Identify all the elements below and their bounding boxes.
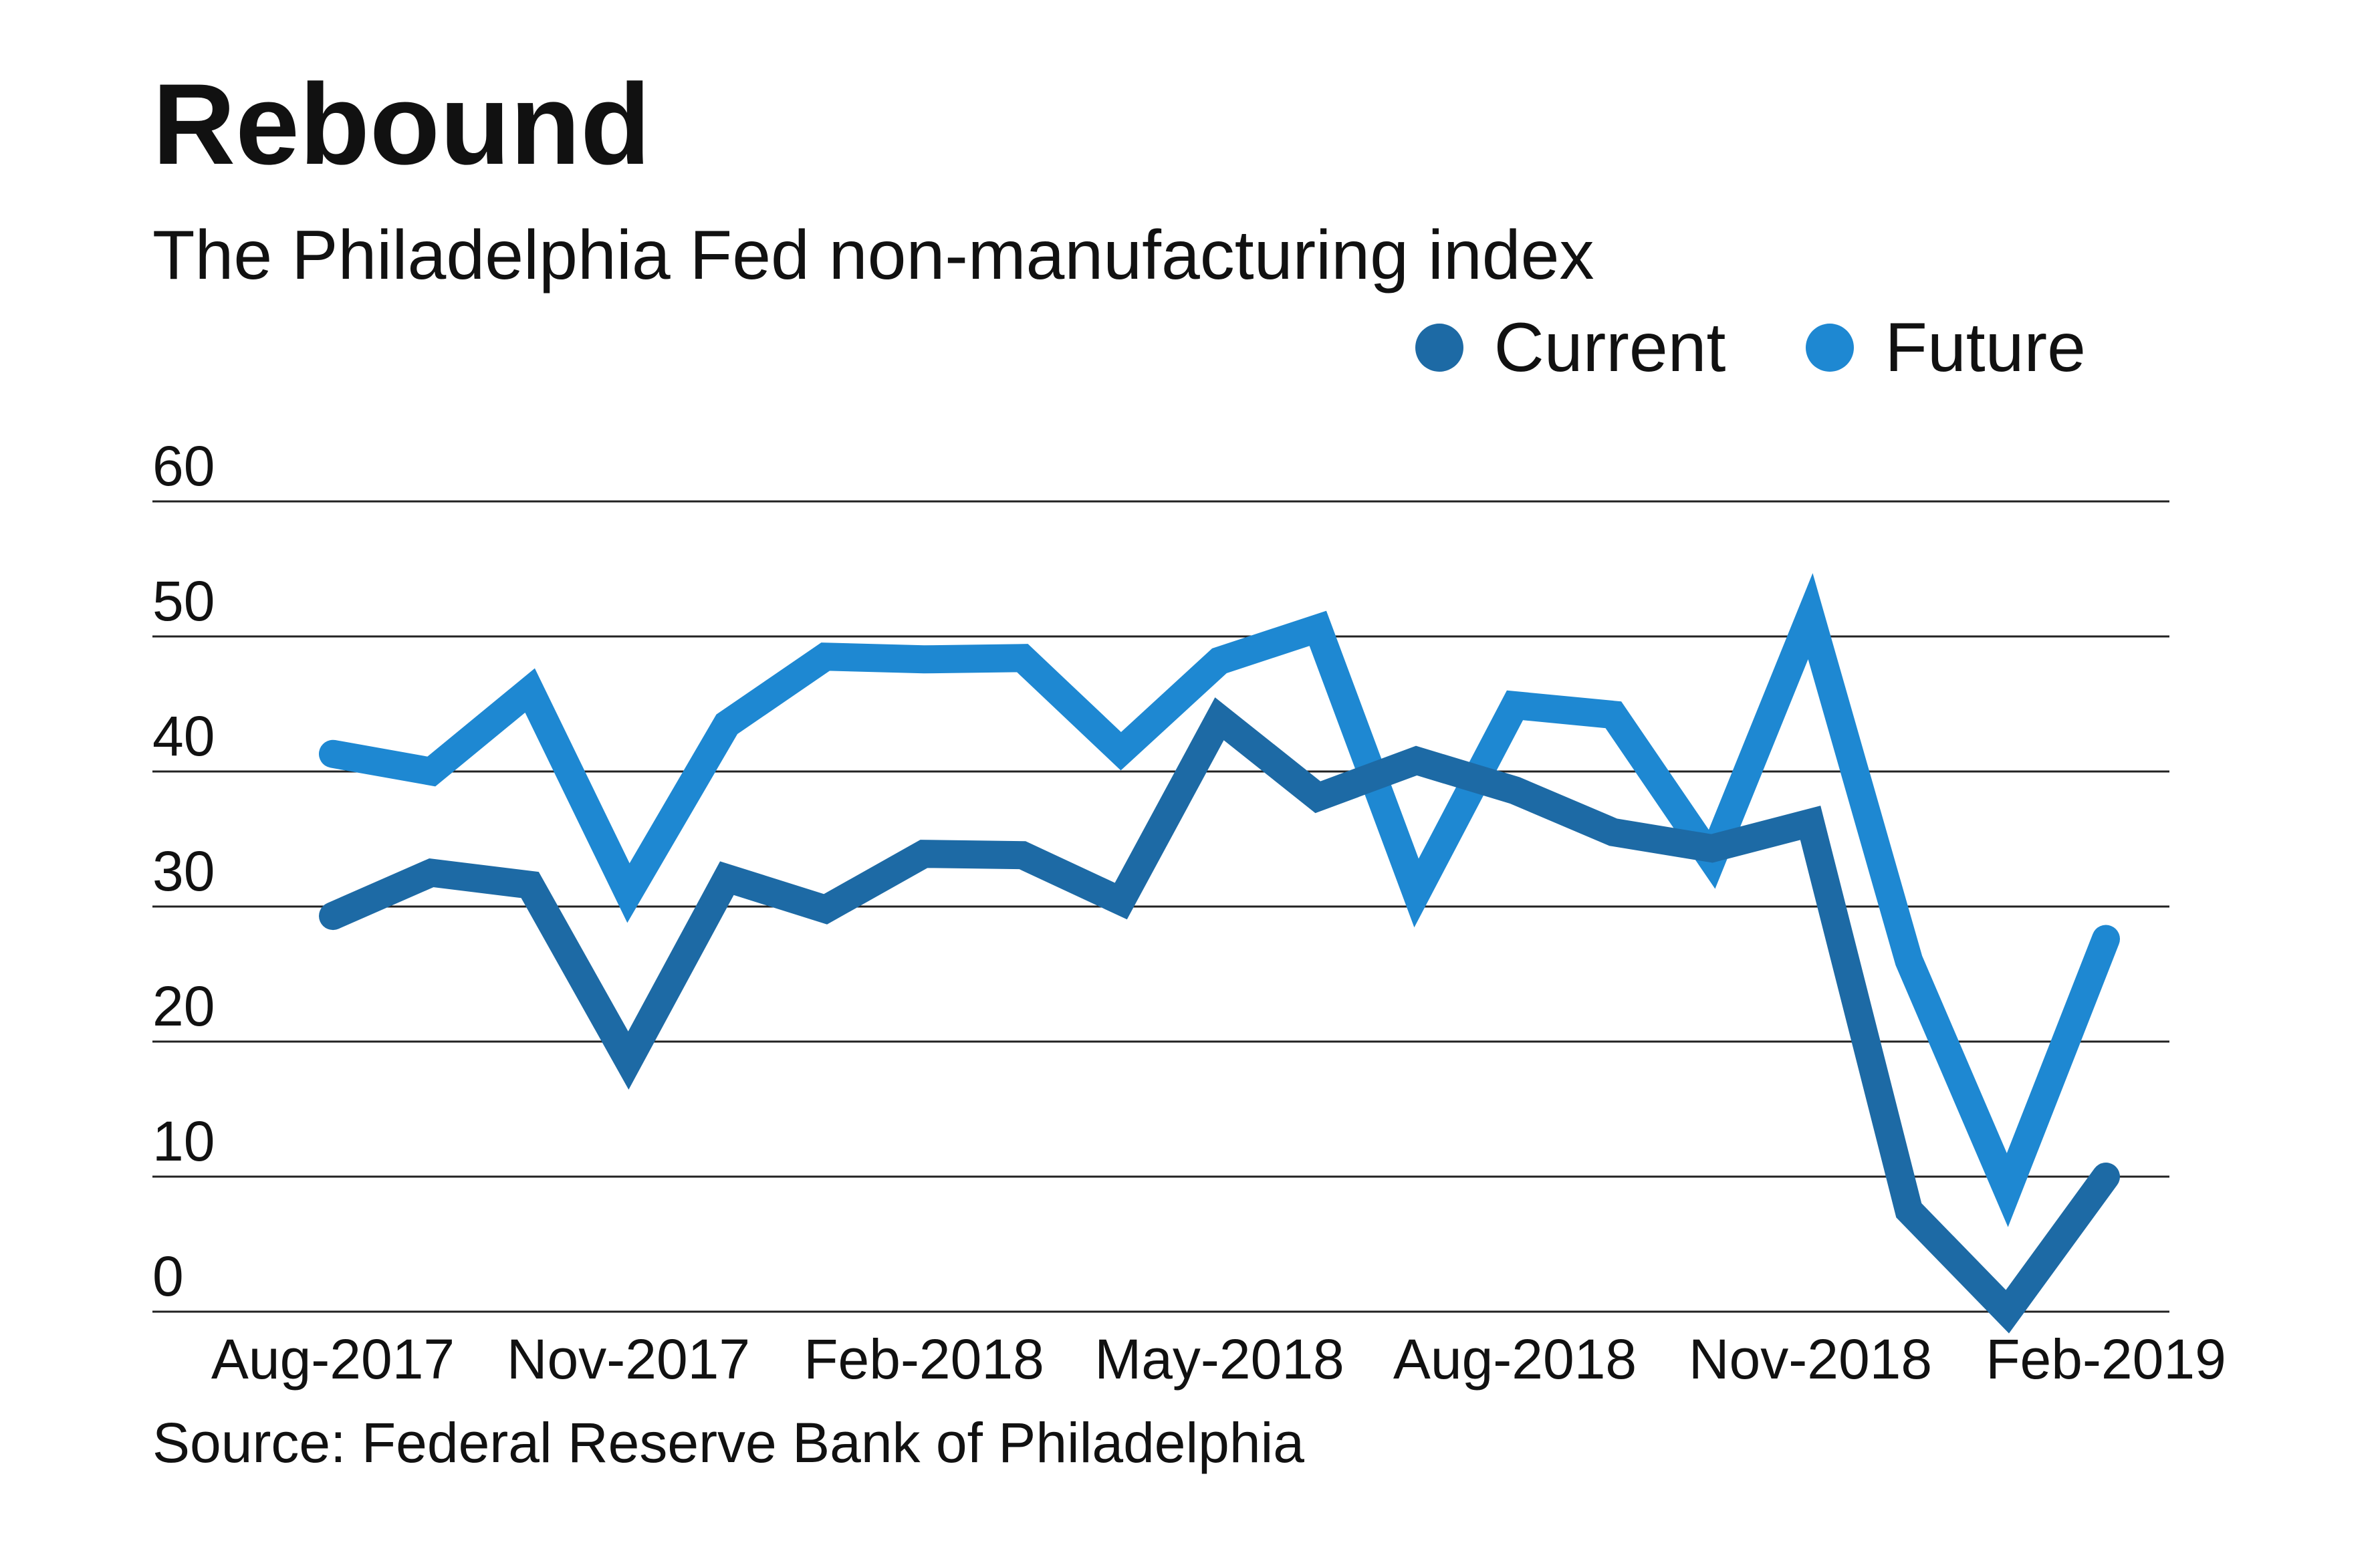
series-lines <box>319 573 2120 1334</box>
legend-item-current: Current <box>1415 313 1726 382</box>
legend: Current Future <box>1335 313 2086 382</box>
legend-item-future: Future <box>1806 313 2086 382</box>
x-axis-tick-labels: Aug-2017 Nov-2017 Feb-2018 May-2018 Aug-2018… <box>211 1328 2226 1391</box>
x-tick-label: Nov-2017 <box>507 1328 750 1391</box>
x-tick-label: Feb-2019 <box>1986 1328 2226 1391</box>
x-tick-label: Aug-2018 <box>1393 1328 1637 1391</box>
legend-label-future: Future <box>1885 309 2086 386</box>
x-tick-label: Nov-2018 <box>1689 1328 1932 1391</box>
chart-subtitle: The Philadelphia Fed non-manufacturing i… <box>152 217 1594 294</box>
y-tick-label: 40 <box>152 705 215 767</box>
legend-swatch-future <box>1806 324 1855 372</box>
legend-swatch-current <box>1415 324 1463 372</box>
y-tick-label: 60 <box>152 435 215 497</box>
y-tick-label: 0 <box>152 1245 184 1308</box>
y-tick-label: 10 <box>152 1110 215 1173</box>
y-tick-label: 30 <box>152 840 215 903</box>
series-line-current <box>319 697 2120 1334</box>
y-axis-tick-labels: 0 10 20 30 40 50 60 <box>152 435 215 1308</box>
gridlines <box>152 500 2169 1313</box>
x-tick-label: Aug-2017 <box>211 1328 455 1391</box>
legend-label-current: Current <box>1494 309 1726 386</box>
series-line-future <box>319 573 2120 1227</box>
y-tick-label: 50 <box>152 570 215 632</box>
x-tick-label: Feb-2018 <box>804 1328 1044 1391</box>
x-tick-label: May-2018 <box>1094 1328 1344 1391</box>
source-note: Source: Federal Reserve Bank of Philadel… <box>152 1411 1304 1474</box>
chart-title: Rebound <box>152 60 651 189</box>
y-tick-label: 20 <box>152 975 215 1038</box>
